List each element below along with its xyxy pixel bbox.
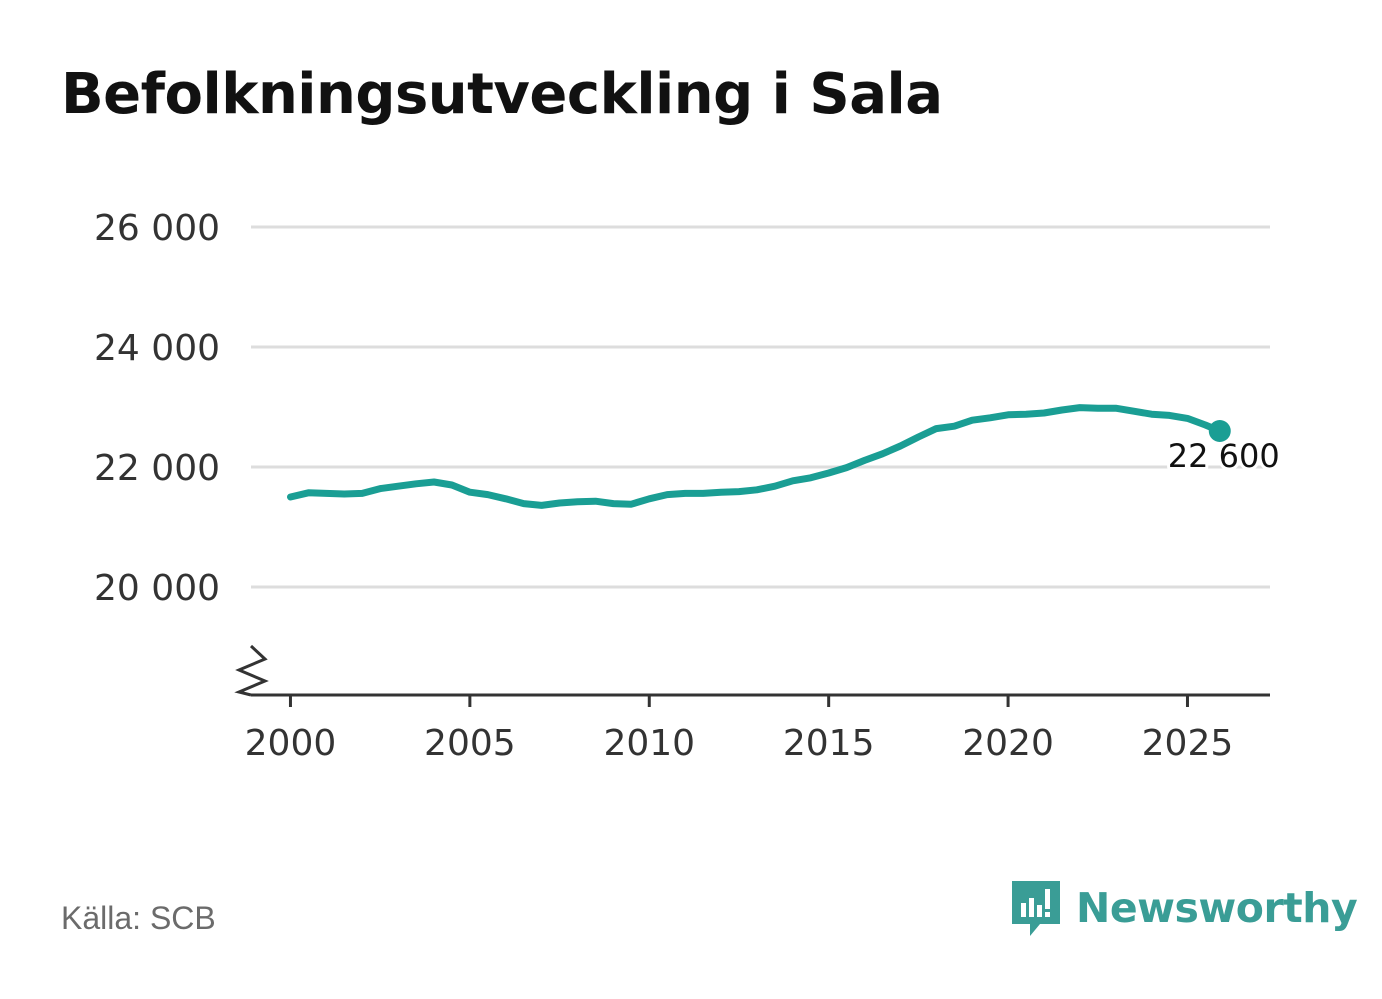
series-layer <box>287 404 1224 509</box>
x-tick-label: 2025 <box>1142 723 1234 764</box>
y-tick-label: 26 000 <box>94 208 220 249</box>
x-tick-label: 2005 <box>424 723 516 764</box>
y-tick-label: 24 000 <box>94 328 220 369</box>
y-tick-label: 20 000 <box>94 568 220 609</box>
brand-name: Newsworthy <box>1076 884 1358 932</box>
y-tick-label: 22 000 <box>94 448 220 489</box>
y-axis-tick-labels: 20 000 22 000 24 000 26 000 <box>94 208 220 609</box>
brand-logo: Newsworthy <box>1010 878 1358 938</box>
annotations: 22 600 <box>1165 420 1283 478</box>
x-axis-tick-labels: 2000 2005 2010 2015 2020 2025 <box>245 723 1234 764</box>
axis-break-icon <box>234 644 269 697</box>
chart-title: Befolkningsutveckling i Sala <box>61 62 943 127</box>
x-tick-label: 2000 <box>245 723 337 764</box>
newsworthy-logo-icon <box>1012 881 1060 936</box>
source-label: Källa: SCB <box>61 900 216 936</box>
series-line-befolkning <box>287 404 1224 509</box>
last-value-label: 22 600 <box>1168 437 1280 475</box>
x-tick-label: 2020 <box>962 723 1054 764</box>
x-tick-label: 2010 <box>603 723 695 764</box>
gridlines <box>251 225 1270 589</box>
last-point-marker <box>1208 420 1231 442</box>
x-tick-label: 2015 <box>783 723 875 764</box>
x-axis <box>234 644 1270 707</box>
